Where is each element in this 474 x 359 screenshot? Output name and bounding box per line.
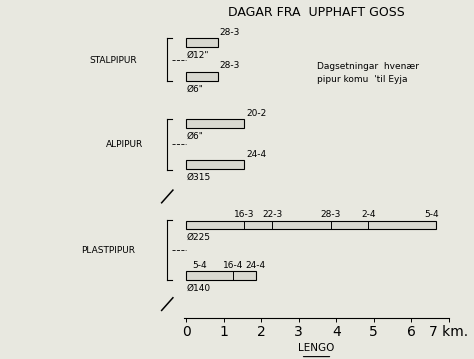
Text: 24-4: 24-4 <box>246 261 265 270</box>
Text: 16-4: 16-4 <box>223 261 243 270</box>
Bar <box>186 220 436 229</box>
Text: 16-3: 16-3 <box>234 210 255 219</box>
Text: Ø225: Ø225 <box>187 233 211 242</box>
Text: ALPIPUR: ALPIPUR <box>106 140 143 149</box>
Text: Ø6": Ø6" <box>187 132 204 141</box>
X-axis label: LENGO: LENGO <box>298 344 335 354</box>
Text: 5-4: 5-4 <box>425 210 439 219</box>
Text: 24-4: 24-4 <box>246 150 266 159</box>
Title: DAGAR FRA  UPPHAFT GOSS: DAGAR FRA UPPHAFT GOSS <box>228 5 405 19</box>
Bar <box>186 119 244 128</box>
Text: 22-3: 22-3 <box>262 210 283 219</box>
Bar <box>186 72 218 80</box>
Text: 28-3: 28-3 <box>320 210 341 219</box>
Text: Ø12": Ø12" <box>187 51 210 60</box>
Text: 2-4: 2-4 <box>361 210 375 219</box>
Text: Dagsetningar  hvenær
pipur komu  'til Eyja: Dagsetningar hvenær pipur komu 'til Eyja <box>318 62 419 84</box>
Text: 28-3: 28-3 <box>220 28 240 37</box>
Text: 20-2: 20-2 <box>246 109 266 118</box>
Text: STALPIPUR: STALPIPUR <box>90 56 137 65</box>
Text: Ø315: Ø315 <box>187 173 211 182</box>
Text: 5-4: 5-4 <box>192 261 207 270</box>
Bar <box>186 271 255 280</box>
Text: 28-3: 28-3 <box>220 61 240 70</box>
Text: Ø6": Ø6" <box>187 84 204 93</box>
Text: Ø140: Ø140 <box>187 284 211 293</box>
Bar <box>186 160 244 169</box>
Text: PLASTPIPUR: PLASTPIPUR <box>82 246 136 255</box>
Bar <box>186 38 218 47</box>
